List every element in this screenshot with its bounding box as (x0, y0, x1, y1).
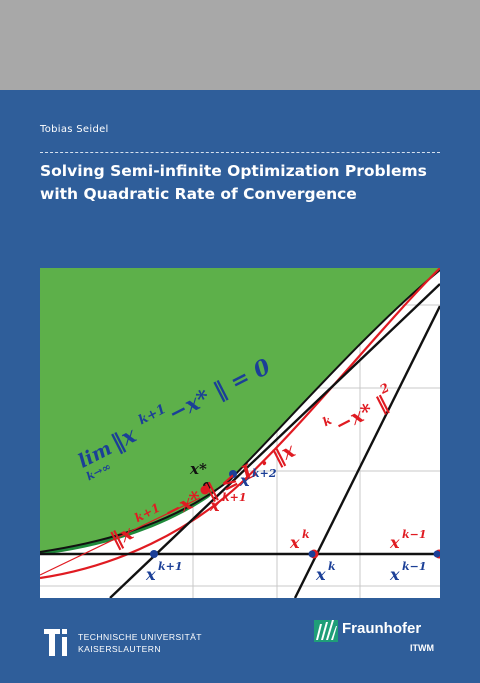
label-xk-red: x (289, 533, 300, 552)
point-xk1-red (200, 485, 210, 495)
book-title: Solving Semi-infinite Optimization Probl… (40, 160, 440, 206)
label-xk1-red-sup: k+1 (222, 491, 247, 504)
fraunhofer-logo: Fraunhofer ITWM (314, 618, 440, 660)
label-xkm1-blue-sup: k−1 (402, 560, 427, 573)
convergence-illustration: lim k→∞ ‖x k+1 −x* ‖ = 0 ‖x k+1 −x* ‖ ≤ … (40, 268, 440, 598)
label-xkm1-red: x (389, 533, 400, 552)
label-xk2: x (239, 471, 250, 490)
red-curve (40, 268, 440, 580)
tangent-lines (40, 283, 440, 598)
tu-logo-line-1: TECHNISCHE UNIVERSITÄT (78, 632, 202, 642)
label-xk-blue-sup: k (328, 560, 336, 573)
red-tangent (40, 497, 201, 576)
label-xk-blue: x (315, 565, 326, 584)
top-grey-band (0, 0, 480, 90)
fraunhofer-logo-icon (314, 620, 338, 642)
point-xk1-blue (150, 550, 158, 558)
green-region (40, 268, 440, 552)
label-xk2-sup: k+2 (252, 467, 277, 480)
title-line-1: Solving Semi-infinite Optimization Probl… (40, 162, 427, 180)
fraunhofer-institute: ITWM (410, 643, 434, 653)
label-xkm1-blue: x (389, 565, 400, 584)
label-xk1-blue-sup: k+1 (158, 560, 183, 573)
formula-rate-end: −x* ‖ (331, 390, 392, 437)
point-xk2 (229, 470, 237, 478)
author-name: Tobias Seidel (40, 124, 109, 135)
point-xk-blue (308, 550, 316, 558)
dotted-divider (40, 152, 440, 153)
tu-kaiserslautern-logo: TECHNISCHE UNIVERSITÄT KAISERSLAUTERN (40, 627, 202, 659)
tu-logo-icon (44, 629, 67, 656)
label-xkm1-red-sup: k−1 (402, 528, 427, 541)
label-xstar: x* (189, 460, 207, 478)
label-xk1-red: x (209, 496, 220, 515)
title-line-2: with Quadratic Rate of Convergence (40, 185, 357, 203)
point-xkm1-blue (433, 550, 440, 558)
tu-logo-line-2: KAISERSLAUTERN (78, 644, 161, 654)
label-xk-red-sup: k (302, 528, 310, 541)
fraunhofer-name: Fraunhofer (342, 620, 422, 637)
label-xk1-blue: x (145, 565, 156, 584)
cover-figure: lim k→∞ ‖x k+1 −x* ‖ = 0 ‖x k+1 −x* ‖ ≤ … (40, 268, 440, 598)
